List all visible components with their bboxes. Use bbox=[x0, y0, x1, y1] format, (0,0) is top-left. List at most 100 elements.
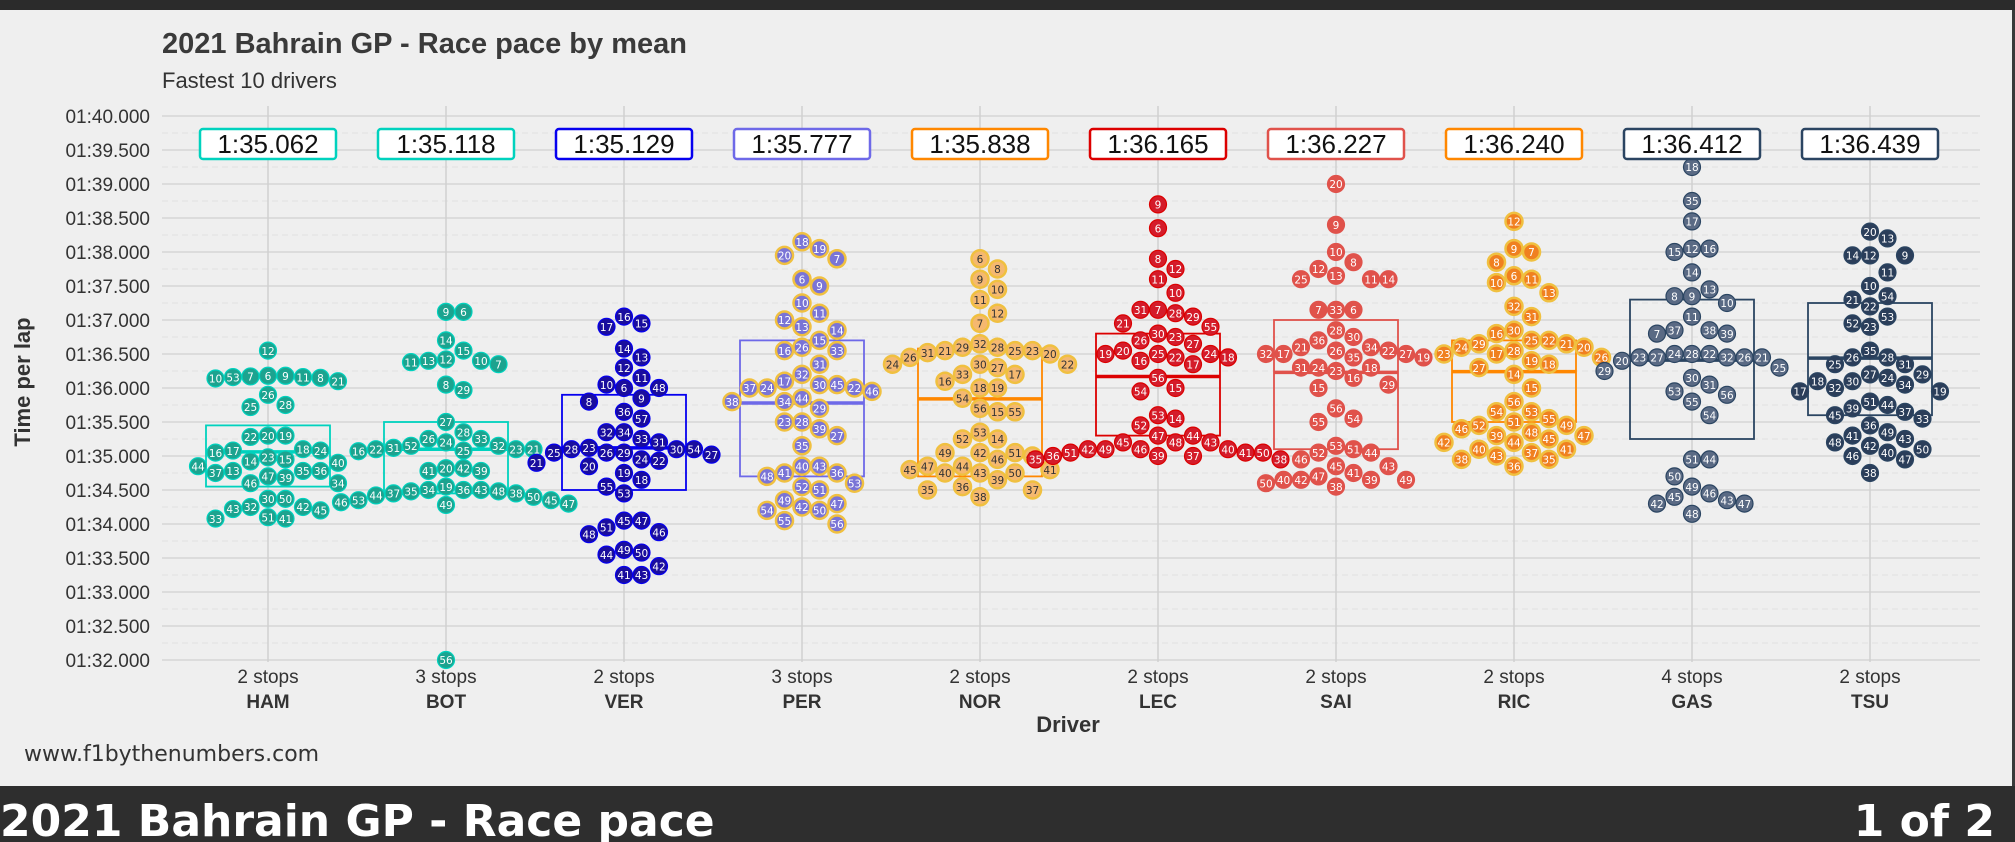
lap-point: 50 bbox=[1005, 463, 1025, 483]
lap-point: 38 bbox=[1271, 450, 1290, 469]
lap-number: 28 bbox=[1169, 308, 1182, 320]
lap-marker bbox=[1612, 351, 1632, 370]
lap-marker bbox=[1665, 487, 1684, 506]
lap-point: 21 bbox=[524, 440, 543, 459]
lap-marker bbox=[188, 457, 208, 476]
lap-marker bbox=[276, 366, 295, 385]
lap-point: 41 bbox=[1556, 439, 1577, 459]
lap-number: 30 bbox=[973, 359, 986, 371]
lap-marker bbox=[1183, 446, 1203, 466]
lap-point: 51 bbox=[1061, 443, 1080, 462]
lap-number: 14 bbox=[244, 457, 258, 469]
lap-number: 15 bbox=[813, 336, 826, 348]
lap-number: 40 bbox=[795, 461, 808, 473]
lap-marker bbox=[349, 442, 368, 461]
lap-marker bbox=[1148, 195, 1168, 214]
lap-number: 39 bbox=[1490, 431, 1503, 443]
lap-marker bbox=[614, 402, 634, 421]
lap-marker bbox=[597, 443, 616, 462]
lap-number: 23 bbox=[1169, 332, 1182, 344]
lap-point: 47 bbox=[1895, 450, 1915, 469]
lap-point: 22 bbox=[1379, 341, 1398, 360]
lap-marker bbox=[792, 293, 812, 313]
lap-point: 15 bbox=[1521, 378, 1542, 398]
lap-point: 35 bbox=[293, 461, 313, 481]
lap-number: 25 bbox=[1525, 336, 1538, 348]
lap-point: 39 bbox=[471, 461, 491, 481]
y-tick-label: 01:37.500 bbox=[65, 277, 150, 298]
lap-point: 51 bbox=[1005, 442, 1025, 463]
lap-point: 50 bbox=[1665, 467, 1684, 486]
lap-point: 36 bbox=[827, 463, 847, 483]
lap-point: 12 bbox=[1860, 246, 1880, 265]
lap-point: 24 bbox=[1451, 337, 1472, 357]
lap-marker bbox=[1434, 432, 1454, 453]
lap-number: 25 bbox=[1294, 274, 1307, 286]
lap-point: 56 bbox=[970, 398, 990, 419]
lap-point: 30 bbox=[1148, 324, 1168, 343]
lap-number: 38 bbox=[1329, 482, 1342, 494]
source-credit[interactable]: www.f1bythenumbers.com bbox=[24, 742, 320, 767]
lap-number: 29 bbox=[617, 448, 630, 460]
lap-point: 10 bbox=[597, 375, 616, 394]
mean-label-lec: 1:36.165 bbox=[1088, 127, 1228, 161]
lap-point: 22 bbox=[1539, 330, 1559, 351]
stops-label: 2 stops bbox=[1127, 667, 1188, 688]
lap-number: 11 bbox=[1881, 268, 1894, 280]
lap-point: 53 bbox=[223, 368, 243, 387]
lap-marker bbox=[1843, 399, 1862, 418]
lap-point: 33 bbox=[952, 364, 973, 385]
lap-number: 39 bbox=[1151, 451, 1164, 463]
lap-number: 18 bbox=[1221, 353, 1234, 365]
lap-point: 32 bbox=[970, 334, 990, 354]
lap-marker bbox=[1361, 443, 1381, 462]
lap-marker bbox=[614, 484, 634, 503]
lap-number: 22 bbox=[1382, 346, 1395, 358]
lap-marker bbox=[1396, 344, 1416, 364]
lap-number: 39 bbox=[813, 424, 826, 436]
chart-card: 2021 Bahrain GP - Race pace by mean Fast… bbox=[0, 10, 2012, 786]
lap-number: 27 bbox=[705, 450, 718, 462]
lap-number: 26 bbox=[600, 448, 614, 460]
lap-point: 23 bbox=[506, 440, 526, 459]
lap-marker bbox=[436, 477, 456, 496]
lap-number: 10 bbox=[600, 380, 613, 392]
lap-point: 29 bbox=[1183, 307, 1203, 326]
lap-marker bbox=[987, 357, 1008, 378]
lap-point: 40 bbox=[1274, 470, 1293, 489]
lap-marker bbox=[1700, 406, 1719, 425]
lap-number: 9 bbox=[816, 281, 823, 293]
lap-number: 11 bbox=[973, 295, 986, 307]
lap-marker bbox=[1843, 246, 1862, 265]
lap-number: 23 bbox=[1863, 322, 1876, 334]
lap-number: 23 bbox=[509, 444, 522, 456]
lap-marker bbox=[1148, 446, 1168, 466]
lap-point: 49 bbox=[614, 540, 634, 559]
lap-marker bbox=[809, 398, 830, 419]
lap-marker bbox=[1504, 456, 1524, 476]
lap-marker bbox=[1860, 276, 1880, 296]
lap-number: 35 bbox=[1542, 455, 1555, 467]
lap-number: 34 bbox=[617, 427, 631, 439]
lap-marker bbox=[1913, 440, 1932, 459]
lap-number: 38 bbox=[973, 492, 986, 504]
lap-number: 36 bbox=[830, 468, 844, 480]
lap-number: 37 bbox=[1525, 448, 1538, 460]
lap-marker bbox=[1326, 361, 1346, 381]
lap-point: 51 bbox=[1504, 412, 1524, 432]
lap-point: 48 bbox=[757, 466, 777, 487]
lap-number: 21 bbox=[1116, 319, 1129, 331]
lap-point: 50 bbox=[1256, 474, 1276, 493]
lap-point: 8 bbox=[1486, 252, 1507, 272]
lap-point: 34 bbox=[1361, 338, 1381, 357]
page-indicator: 1 of 2 bbox=[1853, 796, 1995, 842]
lap-point: 21 bbox=[1556, 334, 1577, 354]
lap-point: 47 bbox=[1735, 494, 1754, 513]
lap-point: 52 bbox=[1309, 443, 1328, 462]
lap-point: 12 bbox=[614, 358, 634, 377]
lap-marker bbox=[935, 442, 955, 463]
lap-point: 56 bbox=[1326, 399, 1346, 418]
lap-marker bbox=[471, 480, 491, 500]
lap-marker bbox=[1504, 391, 1524, 412]
lap-marker bbox=[1878, 307, 1897, 326]
